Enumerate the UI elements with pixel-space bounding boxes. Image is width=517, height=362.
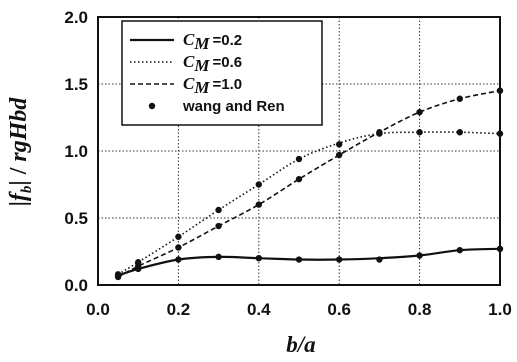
legend-label-2: CM =0.6 [183, 52, 242, 75]
data-point [255, 181, 262, 188]
y-tick-label: 1.0 [64, 142, 88, 161]
data-point [416, 129, 423, 136]
legend-label-markers: wang and Ren [182, 98, 285, 115]
legend-label-1: CM =0.2 [183, 30, 242, 53]
data-point [336, 151, 343, 159]
data-point [336, 141, 343, 148]
data-point [175, 256, 182, 263]
x-tick-label: 0.0 [86, 300, 110, 319]
data-point [135, 263, 142, 270]
data-point [215, 253, 222, 261]
data-point [215, 206, 222, 214]
x-tick-label: 0.6 [327, 300, 351, 319]
plot-frame [97, 16, 501, 286]
data-markers [114, 87, 504, 281]
data-point [456, 95, 463, 102]
x-tick-label: 1.0 [488, 300, 512, 319]
tick-labels: 0.0 0.2 0.4 0.6 0.8 1.0 0.0 0.5 1.0 1.5 2.0 [64, 8, 511, 319]
legend-label-3: CM =1.0 [183, 74, 242, 97]
series-line-2 [117, 131, 501, 275]
data-point [255, 201, 262, 208]
data-point [376, 129, 383, 136]
data-point [416, 108, 423, 116]
svg-text:|fb| / rgHbd: |fb| / rgHbd [6, 97, 35, 207]
data-point [175, 233, 182, 240]
y-tick-label: 2.0 [64, 8, 88, 27]
y-tick-label: 1.5 [64, 75, 88, 94]
data-point [114, 273, 122, 281]
data-point [295, 256, 303, 263]
series-line-3 [117, 89, 501, 278]
data-point [215, 222, 222, 230]
legend-marker [148, 102, 156, 110]
x-tick-label: 0.4 [247, 300, 271, 319]
y-tick-label: 0.0 [64, 276, 88, 295]
data-point [456, 246, 463, 254]
data-point [456, 129, 463, 136]
x-tick-label: 0.2 [167, 300, 191, 319]
data-point [295, 175, 303, 183]
y-axis-label: |fb| / rgHbd [6, 97, 35, 207]
legend-box [121, 20, 323, 126]
data-point [295, 155, 303, 163]
data-point [255, 255, 262, 262]
x-tick-label: 0.8 [408, 300, 432, 319]
data-point [376, 256, 383, 263]
x-axis-label: b/a [286, 332, 315, 357]
y-tick-label: 0.5 [64, 209, 88, 228]
data-point [336, 256, 343, 263]
series-line-1 [117, 247, 501, 277]
data-point [416, 252, 423, 259]
data-point [175, 244, 182, 251]
